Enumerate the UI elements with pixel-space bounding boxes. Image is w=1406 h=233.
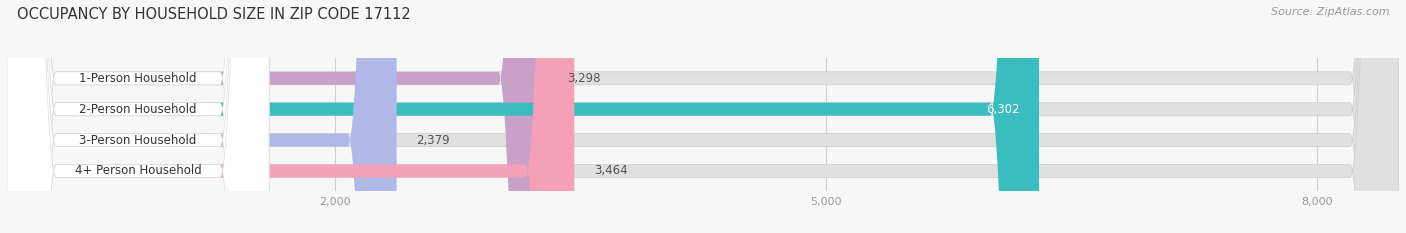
Text: 2,379: 2,379: [416, 134, 450, 147]
FancyBboxPatch shape: [7, 0, 396, 233]
FancyBboxPatch shape: [7, 0, 269, 233]
FancyBboxPatch shape: [7, 0, 269, 233]
FancyBboxPatch shape: [7, 0, 1039, 233]
FancyBboxPatch shape: [7, 0, 269, 233]
FancyBboxPatch shape: [7, 0, 1399, 233]
FancyBboxPatch shape: [7, 0, 1399, 233]
FancyBboxPatch shape: [7, 0, 1399, 233]
Text: 3,464: 3,464: [593, 164, 627, 178]
Text: 3-Person Household: 3-Person Household: [79, 134, 197, 147]
Text: 3,298: 3,298: [567, 72, 600, 85]
FancyBboxPatch shape: [7, 0, 547, 233]
Text: 4+ Person Household: 4+ Person Household: [75, 164, 201, 178]
Text: 2-Person Household: 2-Person Household: [79, 103, 197, 116]
FancyBboxPatch shape: [7, 0, 1399, 233]
Text: OCCUPANCY BY HOUSEHOLD SIZE IN ZIP CODE 17112: OCCUPANCY BY HOUSEHOLD SIZE IN ZIP CODE …: [17, 7, 411, 22]
FancyBboxPatch shape: [7, 0, 574, 233]
Text: 1-Person Household: 1-Person Household: [79, 72, 197, 85]
FancyBboxPatch shape: [7, 0, 269, 233]
Text: Source: ZipAtlas.com: Source: ZipAtlas.com: [1271, 7, 1389, 17]
Text: 6,302: 6,302: [986, 103, 1019, 116]
